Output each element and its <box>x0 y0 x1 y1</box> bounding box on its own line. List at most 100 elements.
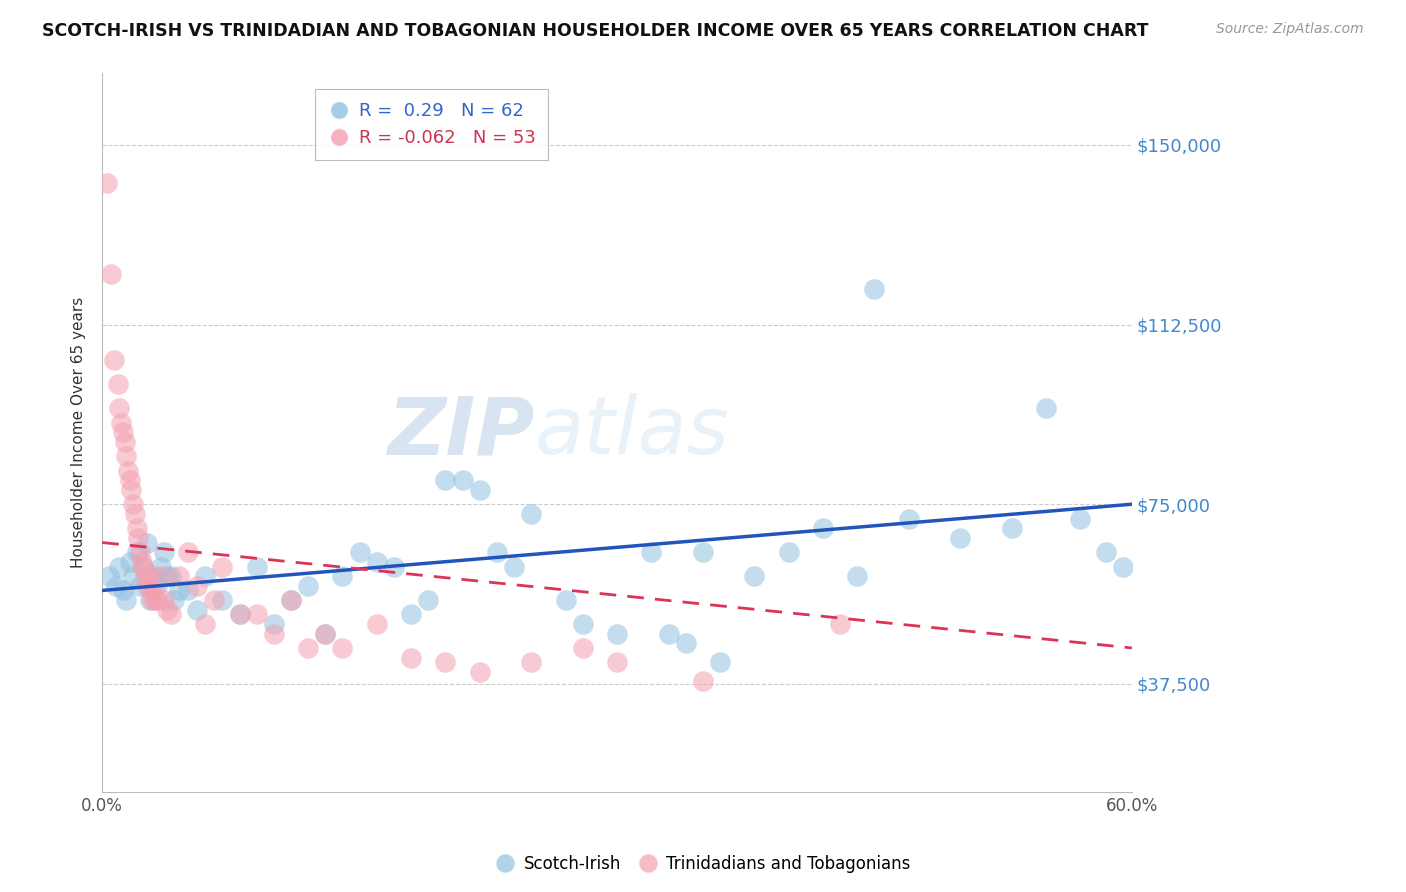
Point <box>382 559 405 574</box>
Point <box>114 434 136 449</box>
Point <box>709 656 731 670</box>
Point <box>146 579 169 593</box>
Point <box>434 473 457 487</box>
Point <box>246 607 269 622</box>
Point <box>108 559 131 574</box>
Point <box>811 521 834 535</box>
Point <box>897 511 920 525</box>
Point <box>332 640 354 655</box>
Point <box>186 579 208 593</box>
Point <box>131 555 153 569</box>
Point <box>228 607 250 622</box>
Point <box>349 545 371 559</box>
Point <box>194 617 217 632</box>
Point <box>280 593 302 607</box>
Point <box>124 507 146 521</box>
Point <box>314 626 336 640</box>
Point <box>153 545 176 559</box>
Point <box>169 583 191 598</box>
Point <box>135 579 157 593</box>
Point <box>830 617 852 632</box>
Point <box>156 569 179 583</box>
Point <box>554 593 576 607</box>
Point <box>111 583 134 598</box>
Point <box>675 636 697 650</box>
Point <box>399 607 422 622</box>
Point <box>571 617 593 632</box>
Text: ZIP: ZIP <box>387 393 534 471</box>
Point <box>153 593 176 607</box>
Point <box>149 559 172 574</box>
Point <box>142 583 165 598</box>
Point <box>451 473 474 487</box>
Point <box>186 602 208 616</box>
Point <box>160 569 183 583</box>
Point <box>468 665 491 679</box>
Point <box>160 607 183 622</box>
Point <box>194 569 217 583</box>
Point <box>1112 559 1135 574</box>
Point <box>640 545 662 559</box>
Point <box>103 353 125 368</box>
Point <box>100 267 122 281</box>
Point <box>129 545 152 559</box>
Point <box>418 593 440 607</box>
Point <box>520 507 543 521</box>
Point <box>468 483 491 497</box>
Point <box>949 531 972 545</box>
Point <box>122 569 145 583</box>
Point <box>692 545 714 559</box>
Point <box>263 626 285 640</box>
Point <box>571 640 593 655</box>
Point <box>657 626 679 640</box>
Point <box>228 607 250 622</box>
Point <box>1001 521 1024 535</box>
Point <box>314 626 336 640</box>
Point <box>132 559 155 574</box>
Point <box>846 569 869 583</box>
Point <box>520 656 543 670</box>
Text: atlas: atlas <box>534 393 730 471</box>
Point <box>139 583 162 598</box>
Point <box>138 569 160 583</box>
Text: Source: ZipAtlas.com: Source: ZipAtlas.com <box>1216 22 1364 37</box>
Point <box>297 640 319 655</box>
Point <box>263 617 285 632</box>
Point <box>434 656 457 670</box>
Text: SCOTCH-IRISH VS TRINIDADIAN AND TOBAGONIAN HOUSEHOLDER INCOME OVER 65 YEARS CORR: SCOTCH-IRISH VS TRINIDADIAN AND TOBAGONI… <box>42 22 1149 40</box>
Point <box>606 656 628 670</box>
Point <box>115 593 138 607</box>
Point <box>96 176 118 190</box>
Point <box>145 593 167 607</box>
Point <box>127 531 149 545</box>
Point <box>297 579 319 593</box>
Legend: R =  0.29   N = 62, R = -0.062   N = 53: R = 0.29 N = 62, R = -0.062 N = 53 <box>315 89 548 160</box>
Point <box>139 593 162 607</box>
Y-axis label: Householder Income Over 65 years: Householder Income Over 65 years <box>72 297 86 568</box>
Point <box>104 579 127 593</box>
Point <box>366 555 388 569</box>
Point <box>1069 511 1091 525</box>
Point <box>135 535 157 549</box>
Point <box>141 593 163 607</box>
Point <box>1095 545 1118 559</box>
Point <box>125 545 148 559</box>
Point <box>503 559 526 574</box>
Point <box>280 593 302 607</box>
Point <box>692 674 714 689</box>
Point <box>108 401 131 416</box>
Point <box>606 626 628 640</box>
Point <box>149 569 172 583</box>
Point <box>246 559 269 574</box>
Point <box>146 593 169 607</box>
Point <box>98 569 121 583</box>
Point <box>1035 401 1057 416</box>
Point <box>399 650 422 665</box>
Point <box>115 450 138 464</box>
Point <box>111 425 134 440</box>
Point <box>177 583 200 598</box>
Point <box>863 282 886 296</box>
Point <box>211 593 233 607</box>
Point <box>156 602 179 616</box>
Point <box>744 569 766 583</box>
